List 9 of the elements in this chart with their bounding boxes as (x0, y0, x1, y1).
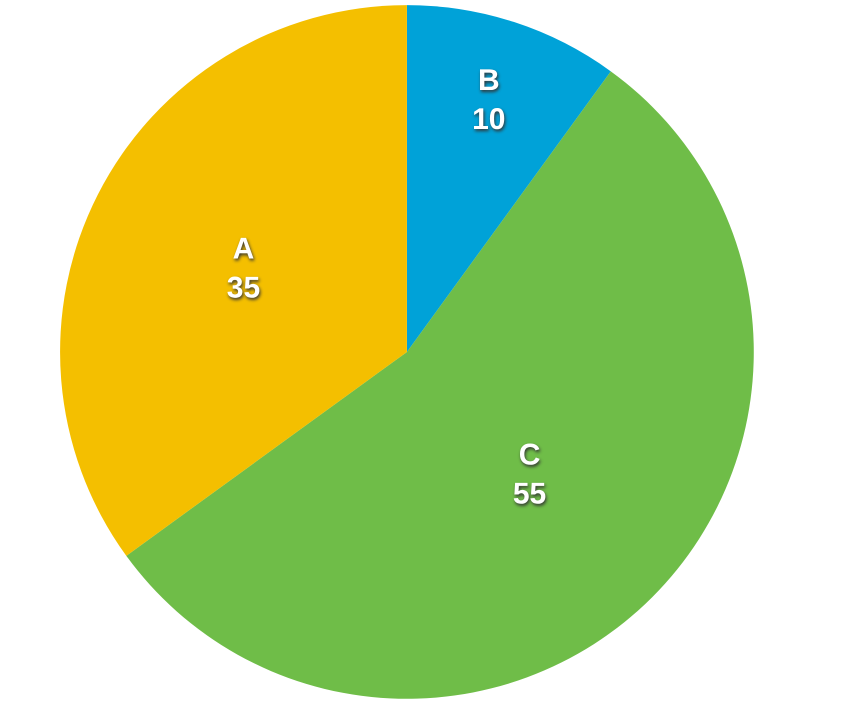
slice-label: C (518, 438, 540, 472)
slice-label: A (232, 232, 254, 266)
slice-label: B (478, 64, 500, 97)
data-label: 10 (472, 102, 506, 136)
data-label: 55 (512, 478, 546, 511)
pie-slice (406, 5, 611, 352)
pie-slice (60, 5, 407, 556)
data-label: 35 (226, 272, 260, 305)
pie-slice (126, 71, 754, 698)
